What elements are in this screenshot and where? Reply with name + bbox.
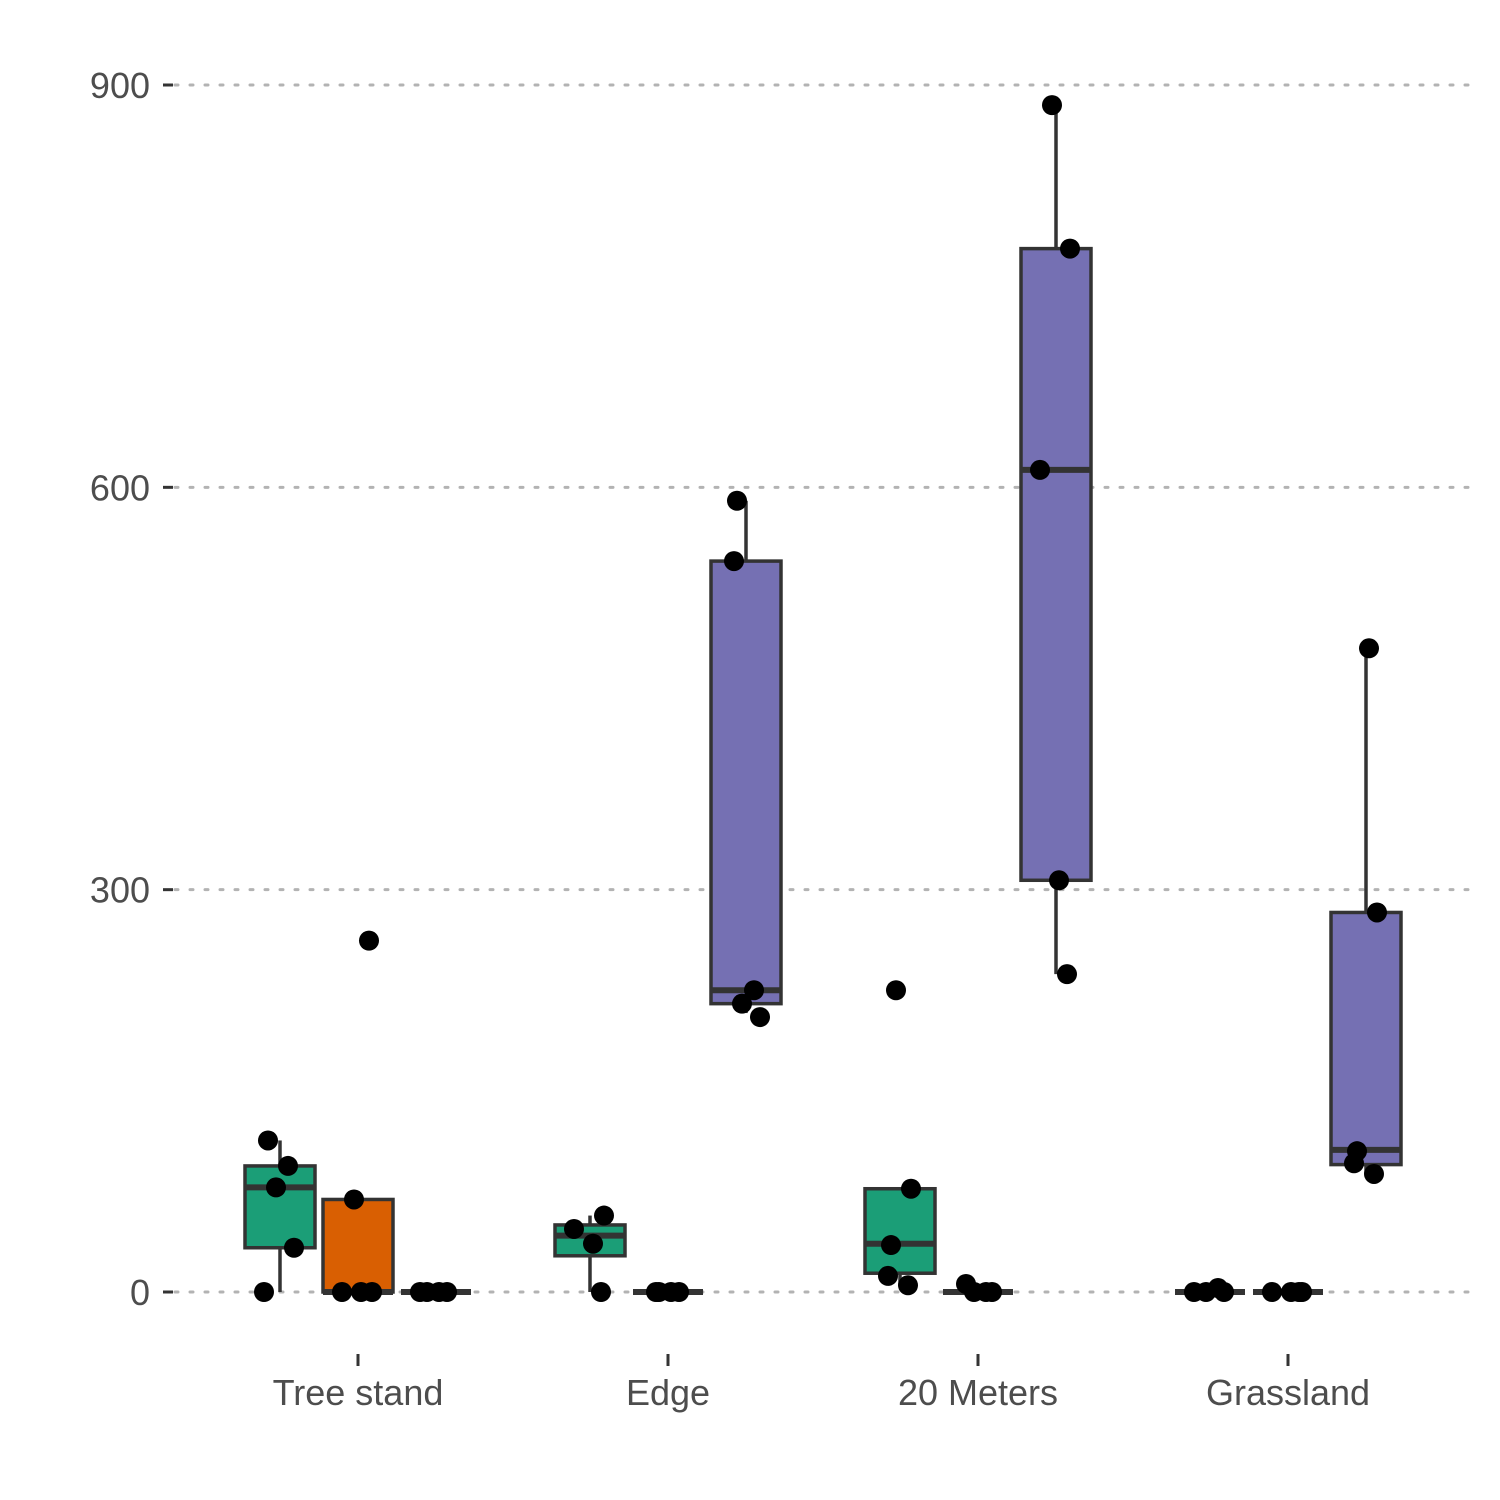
y-axis: 0 300 600 900 bbox=[90, 65, 173, 1313]
data-point bbox=[1057, 964, 1077, 985]
y-tick-label: 900 bbox=[90, 65, 150, 106]
data-point bbox=[727, 490, 747, 511]
data-point bbox=[744, 980, 764, 1001]
x-tick-label: Edge bbox=[626, 1372, 710, 1413]
box-0 bbox=[243, 1164, 317, 1250]
y-tick-label: 300 bbox=[90, 870, 150, 911]
data-point bbox=[881, 1235, 901, 1256]
data-point bbox=[278, 1155, 298, 1176]
data-point bbox=[1030, 459, 1050, 480]
data-point bbox=[254, 1282, 274, 1302]
data-point bbox=[351, 1282, 371, 1302]
data-point bbox=[1364, 1163, 1384, 1184]
box-1 bbox=[321, 1197, 395, 1294]
data-point bbox=[724, 551, 744, 572]
data-point bbox=[437, 1282, 457, 1302]
data-point bbox=[1359, 638, 1379, 659]
data-point bbox=[878, 1265, 898, 1286]
x-axis: Tree stand Edge 20 Meters Grassland bbox=[273, 1354, 1370, 1413]
grid-lines bbox=[173, 83, 1477, 1294]
data-point bbox=[258, 1130, 278, 1151]
data-point bbox=[1289, 1282, 1309, 1302]
data-point bbox=[1344, 1153, 1364, 1174]
y-tick-label: 0 bbox=[130, 1272, 150, 1313]
data-point bbox=[1262, 1282, 1282, 1302]
x-tick-label: Grassland bbox=[1206, 1372, 1370, 1413]
data-point bbox=[669, 1282, 689, 1302]
data-point bbox=[1367, 902, 1387, 923]
data-point bbox=[750, 1007, 770, 1028]
x-tick-label: Tree stand bbox=[273, 1372, 444, 1413]
data-point bbox=[266, 1177, 286, 1198]
data-point bbox=[284, 1237, 304, 1258]
data-point bbox=[1214, 1282, 1234, 1302]
box-2 bbox=[709, 559, 783, 1006]
box-2 bbox=[1329, 910, 1403, 1167]
data-point bbox=[594, 1205, 614, 1226]
data-points bbox=[254, 95, 1387, 1302]
data-point bbox=[591, 1282, 611, 1302]
data-point bbox=[1049, 870, 1069, 891]
data-point bbox=[886, 980, 906, 1001]
data-point bbox=[1060, 238, 1080, 259]
data-point bbox=[344, 1189, 364, 1210]
data-point bbox=[332, 1282, 352, 1302]
box-0 bbox=[863, 1186, 937, 1275]
data-point bbox=[964, 1282, 984, 1302]
data-point bbox=[646, 1282, 666, 1302]
box-series bbox=[243, 105, 1403, 1295]
data-point bbox=[1184, 1282, 1204, 1302]
data-point bbox=[583, 1233, 603, 1254]
data-point bbox=[417, 1282, 437, 1302]
data-point bbox=[982, 1282, 1002, 1302]
data-point bbox=[901, 1178, 921, 1199]
data-point bbox=[359, 930, 379, 951]
data-point bbox=[898, 1275, 918, 1296]
data-point bbox=[732, 993, 752, 1014]
x-tick-label: 20 Meters bbox=[898, 1372, 1058, 1413]
data-point bbox=[1042, 95, 1062, 116]
box-2 bbox=[1019, 246, 1093, 883]
data-point bbox=[564, 1218, 584, 1239]
y-tick-label: 600 bbox=[90, 467, 150, 508]
